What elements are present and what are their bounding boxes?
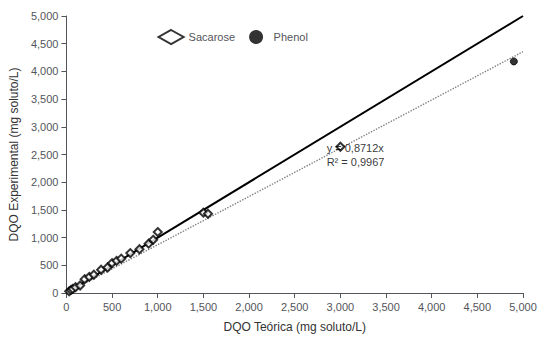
svg-text:4,000: 4,000 — [418, 301, 446, 313]
svg-text:1,000: 1,000 — [31, 232, 59, 244]
svg-text:2,500: 2,500 — [281, 301, 309, 313]
svg-text:R² = 0,9967: R² = 0,9967 — [327, 156, 385, 168]
svg-text:2,500: 2,500 — [31, 149, 59, 161]
svg-text:2,000: 2,000 — [31, 176, 59, 188]
svg-text:1,500: 1,500 — [31, 204, 59, 216]
svg-text:4,500: 4,500 — [464, 301, 492, 313]
svg-text:4,000: 4,000 — [31, 65, 59, 77]
svg-text:500: 500 — [103, 301, 121, 313]
svg-text:3,500: 3,500 — [372, 301, 400, 313]
svg-text:1,500: 1,500 — [190, 301, 218, 313]
svg-text:500: 500 — [40, 259, 58, 271]
svg-text:0: 0 — [52, 287, 58, 299]
svg-text:5,000: 5,000 — [509, 301, 537, 313]
svg-text:DQO Experimental (mg soluto/L): DQO Experimental (mg soluto/L) — [7, 67, 21, 241]
svg-text:DQO Teórica (mg soluto/L): DQO Teórica (mg soluto/L) — [223, 320, 366, 334]
svg-text:1,000: 1,000 — [144, 301, 172, 313]
svg-text:0: 0 — [63, 301, 69, 313]
svg-text:3,000: 3,000 — [31, 121, 59, 133]
svg-text:3,000: 3,000 — [327, 301, 355, 313]
svg-text:y = 0,8712x: y = 0,8712x — [327, 142, 385, 154]
svg-text:2,000: 2,000 — [235, 301, 263, 313]
svg-text:Phenol: Phenol — [274, 31, 308, 43]
svg-text:3,500: 3,500 — [31, 93, 59, 105]
svg-text:4,500: 4,500 — [31, 38, 59, 50]
svg-text:Sacarose: Sacarose — [189, 31, 235, 43]
svg-text:5,000: 5,000 — [31, 10, 59, 22]
